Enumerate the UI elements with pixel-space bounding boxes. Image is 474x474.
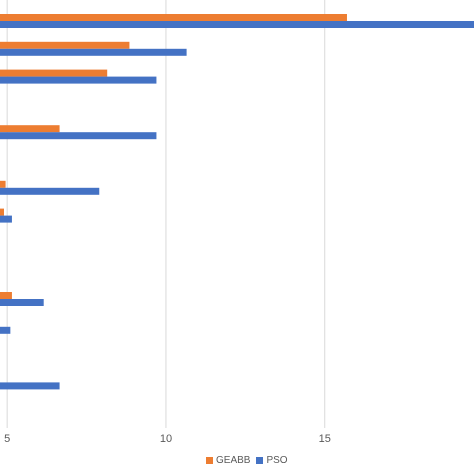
- legend-swatch-geabb: [206, 457, 213, 464]
- bar-geabb: [0, 14, 347, 21]
- bar-geabb: [0, 125, 60, 133]
- bar-pso: [0, 326, 11, 334]
- bar-geabb: [0, 208, 4, 216]
- legend: GEABB PSO: [206, 455, 294, 466]
- legend-item-pso: PSO: [256, 455, 288, 466]
- bar-pso: [0, 76, 157, 84]
- legend-item-geabb: GEABB: [206, 455, 250, 466]
- bar-geabb: [0, 69, 108, 77]
- bar-geabb: [0, 292, 12, 299]
- legend-swatch-pso: [256, 457, 264, 464]
- bar-pso: [0, 187, 100, 195]
- x-tick-label: 5: [4, 433, 10, 445]
- bar-pso: [0, 215, 12, 223]
- legend-label-pso: PSO: [266, 455, 288, 466]
- bar-pso: [0, 132, 157, 140]
- bar-geabb: [0, 41, 130, 49]
- bar-pso: [0, 48, 187, 56]
- bar-pso: [0, 299, 44, 306]
- bar-geabb: [0, 180, 6, 188]
- legend-label-geabb: GEABB: [216, 455, 251, 466]
- x-tick-label: 10: [160, 433, 172, 445]
- bar-pso: [0, 21, 474, 28]
- bar-pso: [0, 382, 60, 390]
- x-tick-label: 15: [319, 433, 331, 445]
